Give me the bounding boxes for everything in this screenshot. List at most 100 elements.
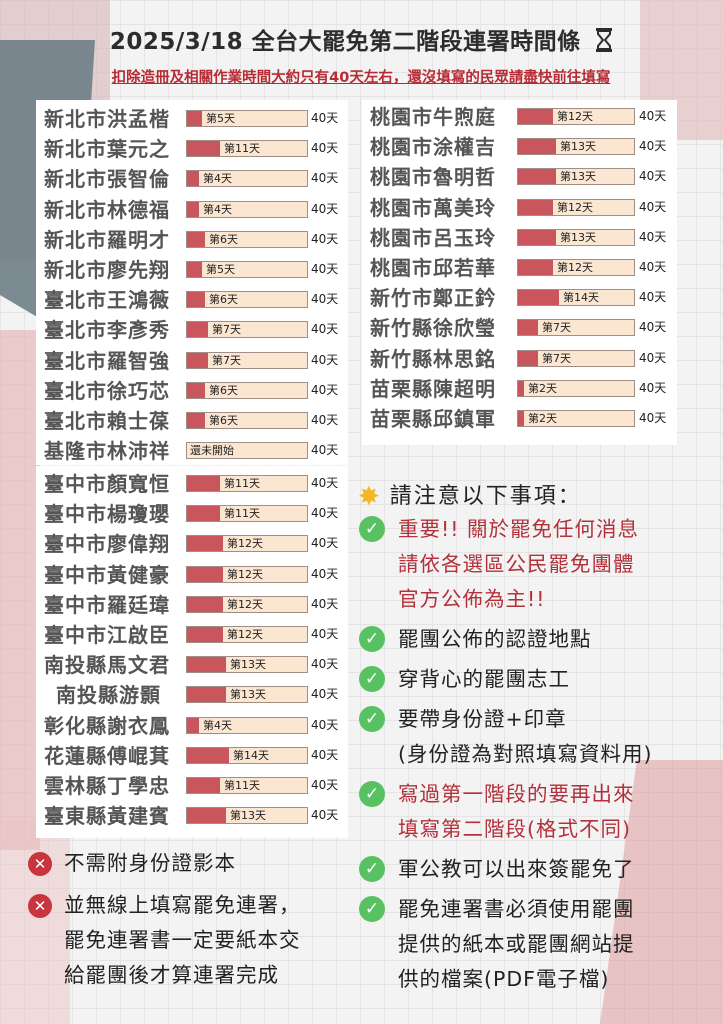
timeline-row: 臺中市江啟臣 第12天 40天 <box>36 621 356 651</box>
progress-fill <box>187 596 223 612</box>
timeline-row: 臺中市黃健豪 第12天 40天 <box>36 561 356 591</box>
progress-bar: 第5天 <box>186 261 308 278</box>
progress-fill <box>187 231 205 247</box>
progress-bar: 第13天 <box>517 168 635 186</box>
rep-name: 臺北市李彥秀 <box>44 318 170 343</box>
timeline-row: 臺中市楊瓊瓔 第11天 40天 <box>36 500 356 530</box>
rep-name: 臺北市王鴻薇 <box>44 288 170 313</box>
day-label: 第12天 <box>557 200 593 214</box>
day-label: 第7天 <box>212 353 241 367</box>
timeline-panel-left-top <box>36 100 348 465</box>
check-icon: ✓ <box>359 626 385 652</box>
check-icon: ✓ <box>359 896 385 922</box>
progress-fill <box>518 320 538 336</box>
progress-bar: 第2天 <box>517 410 635 427</box>
progress-fill <box>187 201 199 217</box>
day-label: 第13天 <box>230 688 266 702</box>
progress-bar: 第11天 <box>186 140 308 158</box>
note-item: 穿背心的罷團志工 <box>398 662 698 697</box>
total-days-label: 40天 <box>311 566 339 581</box>
progress-fill <box>187 506 220 522</box>
progress-fill <box>518 109 553 124</box>
rep-name: 新北市羅明才 <box>44 227 170 252</box>
day-label: 第12天 <box>557 110 593 123</box>
timeline-row: 花蓮縣傅崐萁 第14天 40天 <box>36 742 356 772</box>
day-label: 第5天 <box>206 263 235 276</box>
rep-name: 苗栗縣陳超明 <box>370 376 496 401</box>
page-title-block: 2025/3/18 全台大罷免第二階段連署時間條 <box>0 22 723 58</box>
total-days-label: 40天 <box>639 229 667 244</box>
timeline-row: 臺中市廖偉翔 第12天 40天 <box>36 530 356 560</box>
cross-icon: ✕ <box>28 852 52 876</box>
progress-bar: 第7天 <box>186 351 308 369</box>
progress-bar: 第13天 <box>186 807 308 825</box>
progress-fill <box>187 141 220 157</box>
total-days-label: 40天 <box>311 171 339 186</box>
note-item: 要帶身份證+印章 (身份證為對照填寫資料用) <box>398 702 698 772</box>
rep-name: 臺中市羅廷瑋 <box>44 592 170 617</box>
hourglass-icon <box>595 27 613 58</box>
progress-bar: 第12天 <box>186 565 308 583</box>
total-days-label: 40天 <box>311 717 339 732</box>
dont-line: 給罷團後才算連署完成 <box>64 963 279 987</box>
total-days-label: 40天 <box>311 111 339 125</box>
progress-fill <box>518 260 553 275</box>
check-icon: ✓ <box>359 856 385 882</box>
total-days-label: 40天 <box>311 536 339 551</box>
total-days-label: 40天 <box>311 141 339 156</box>
total-days-label: 40天 <box>639 199 667 214</box>
progress-fill <box>187 171 199 187</box>
progress-bar: 第11天 <box>186 475 308 492</box>
rep-name: 新北市張智倫 <box>44 167 170 192</box>
rep-name: 苗栗縣邱鎮軍 <box>370 407 496 431</box>
day-label: 第7天 <box>542 351 571 365</box>
decor-shape <box>0 820 70 1024</box>
rep-name: 新竹市鄭正鈐 <box>370 286 496 311</box>
timeline-row: 臺中市羅廷瑋 第12天 40天 <box>36 591 356 621</box>
day-label: 第6天 <box>209 383 238 397</box>
progress-fill <box>518 139 556 155</box>
progress-bar: 第12天 <box>517 108 635 125</box>
progress-bar: 第6天 <box>186 381 308 399</box>
total-days-label: 40天 <box>311 687 339 702</box>
progress-fill <box>187 627 223 642</box>
rep-name: 桃園市魯明哲 <box>370 165 496 190</box>
note-line: 供的檔案(PDF電子檔) <box>398 967 610 991</box>
timeline-row: 新北市羅明才 第6天 40天 <box>36 226 356 256</box>
day-label: 第11天 <box>224 477 260 490</box>
dont-item: 並無線上填寫罷免連署， 罷免連署書一定要紙本交 給罷團後才算連署完成 <box>64 888 354 993</box>
dont-line: 罷免連署書一定要紙本交 <box>64 928 301 952</box>
progress-fill <box>187 382 205 398</box>
total-days-label: 40天 <box>311 778 339 792</box>
rep-name: 新北市廖先翔 <box>44 258 170 282</box>
day-label: 第4天 <box>203 172 232 186</box>
timeline-row: 新北市廖先翔 第5天 40天 <box>36 256 356 286</box>
total-days-label: 40天 <box>311 443 339 458</box>
progress-fill <box>518 290 559 306</box>
rep-name: 臺中市楊瓊瓔 <box>44 502 170 527</box>
timeline-row: 桃園市邱若華 第12天 40天 <box>362 254 682 284</box>
progress-fill <box>187 687 226 703</box>
notes-heading-block: ✸ 請注意以下事項： <box>358 478 582 512</box>
progress-bar: 第4天 <box>186 200 308 218</box>
note-line: 請依各選區公民罷免團體 <box>398 552 635 576</box>
timeline-row: 臺北市徐巧芯 第6天 40天 <box>36 377 356 407</box>
rep-name: 新竹縣徐欣瑩 <box>370 316 496 341</box>
check-icon: ✓ <box>359 666 385 692</box>
progress-fill <box>187 657 226 673</box>
note-line: 提供的紙本或罷團網站提 <box>398 932 635 956</box>
note-item: 重要!! 關於罷免任何消息 請依各選區公民罷免團體 官方公佈為主!! <box>398 512 698 617</box>
timeline-row: 南投縣馬文君 第13天 40天 <box>36 651 356 681</box>
rep-name: 新北市洪孟楷 <box>44 107 170 131</box>
rep-name: 花蓮縣傅崐萁 <box>44 743 170 768</box>
timeline-row: 雲林縣丁學忠 第11天 40天 <box>36 772 356 802</box>
progress-fill <box>187 808 226 824</box>
cross-icon: ✕ <box>28 894 52 918</box>
timeline-row: 新北市林德福 第4天 40天 <box>36 196 356 226</box>
total-days-label: 40天 <box>639 350 667 365</box>
progress-bar: 第11天 <box>186 777 308 794</box>
note-item: 軍公教可以出來簽罷免了 <box>398 852 698 887</box>
progress-bar: 第14天 <box>186 746 308 764</box>
timeline-panel-left-bottom <box>36 466 348 838</box>
total-days-label: 40天 <box>639 320 667 335</box>
